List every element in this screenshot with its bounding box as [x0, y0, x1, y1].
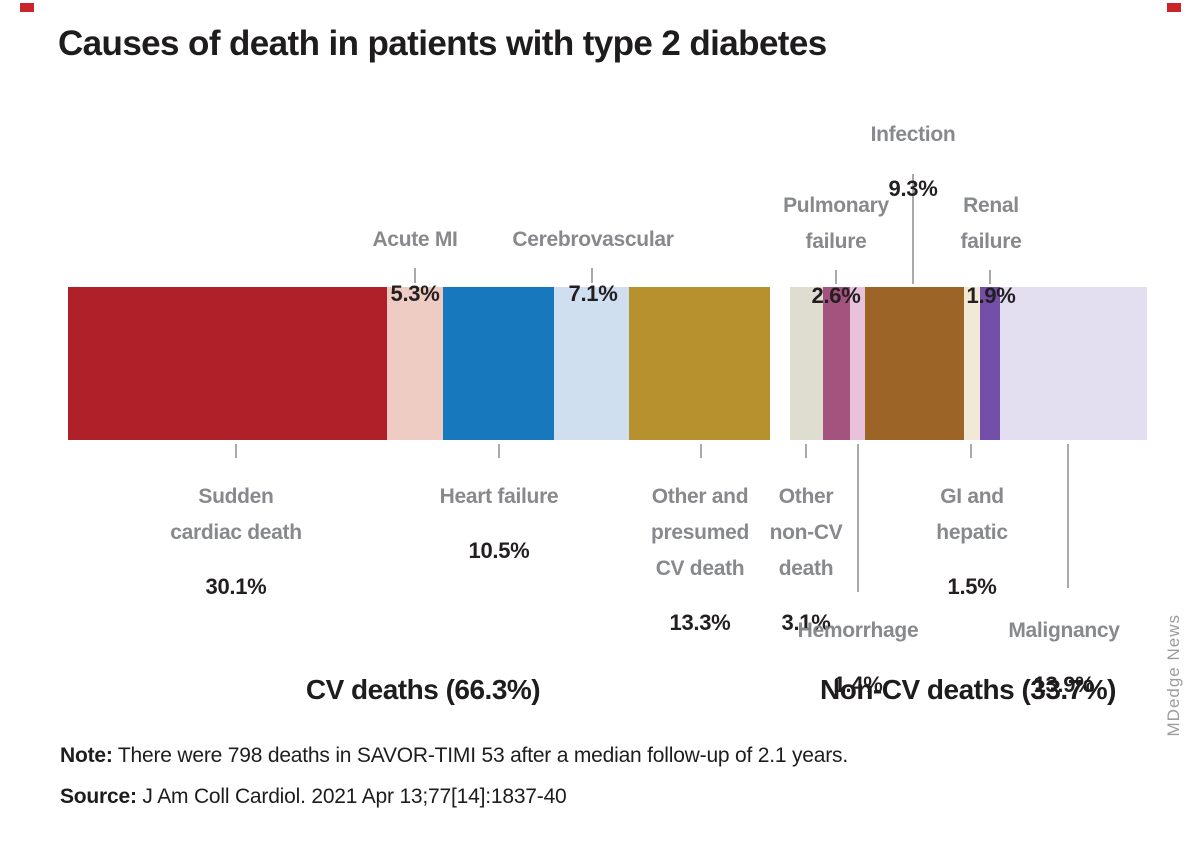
segment-label: Pulmonary failure: [783, 194, 889, 253]
segment-value: 1.4%: [833, 672, 883, 697]
segment-label: GI and hepatic: [936, 485, 1008, 544]
noncv-deaths-bar-group: [790, 287, 1147, 440]
tick-other-cv-death: [700, 444, 702, 458]
source-text: J Am Coll Cardiol. 2021 Apr 13;77[14]:18…: [136, 785, 567, 808]
segment-label: Malignancy: [1008, 619, 1120, 642]
callout-renal-failure: Renal failure 1.9%: [961, 170, 1022, 332]
red-corner-mark-left: [20, 3, 34, 12]
tick-pulmonary-failure: [835, 270, 837, 284]
segment-label: Other and presumed CV death: [651, 485, 749, 580]
segment-value: 9.3%: [888, 176, 938, 201]
tick-sudden-cardiac-death: [235, 444, 237, 458]
stacked-bar: [68, 287, 1147, 440]
bar-segment-malignancy: [999, 287, 1147, 440]
leader-hemorrhage: [857, 444, 859, 592]
segment-label: Renal failure: [960, 194, 1022, 253]
bar-segment-infection: [865, 287, 964, 440]
segment-value: 2.6%: [811, 283, 861, 308]
segment-value: 1.9%: [966, 283, 1016, 308]
callout-malignancy: Malignancy 13.9%: [1008, 595, 1120, 721]
bar-segment-acute-mi: [386, 287, 443, 440]
note-text: There were 798 deaths in SAVOR-TIMI 53 a…: [112, 744, 848, 767]
segment-label: Heart failure: [439, 485, 559, 508]
segment-value: 1.5%: [947, 574, 997, 599]
bar-segment-other-and-presumed-cv-death: [629, 287, 770, 440]
bar-group-gap: [770, 287, 790, 440]
segment-value: 10.5%: [468, 538, 530, 563]
tick-cerebrovascular: [591, 268, 593, 283]
cv-deaths-heading: CV deaths (66.3%): [305, 674, 541, 705]
segment-value: 30.1%: [205, 574, 267, 599]
callout-sudden-cardiac-death: Sudden cardiac death 30.1%: [170, 461, 302, 623]
note-label: Note:: [60, 744, 113, 767]
bar-segment-pulmonary-failure: [822, 287, 851, 440]
tick-gi-and-hepatic: [970, 444, 972, 458]
red-corner-mark-right: [1167, 3, 1181, 12]
callout-cerebrovascular: Cerebrovascular 7.1%: [512, 204, 674, 330]
segment-label: Infection: [870, 123, 956, 146]
leader-infection: [912, 174, 914, 284]
tick-renal-failure: [989, 270, 991, 284]
segment-value: 7.1%: [568, 281, 618, 306]
segment-value: 5.3%: [390, 281, 440, 306]
segment-label: Other non-CV death: [769, 485, 843, 580]
segment-label: Hemorrhage: [797, 619, 919, 642]
bar-segment-sudden-cardiac-death: [68, 287, 387, 440]
source-line: Source: J Am Coll Cardiol. 2021 Apr 13;7…: [60, 785, 567, 809]
segment-value: 13.9%: [1033, 672, 1095, 697]
tick-other-noncv-death: [805, 444, 807, 458]
segment-label: Sudden cardiac death: [170, 485, 302, 544]
bar-segment-heart-failure: [442, 287, 554, 440]
tick-heart-failure: [498, 444, 500, 458]
callout-infection: Infection 9.3%: [871, 99, 956, 225]
segment-value: 3.1%: [781, 610, 831, 635]
segment-label: Acute MI: [372, 228, 458, 251]
segment-label: Cerebrovascular: [512, 228, 674, 251]
callout-hemorrhage: Hemorrhage 1.4%: [798, 595, 919, 721]
segment-value: 13.3%: [669, 610, 731, 635]
bar-segment-cerebrovascular: [553, 287, 630, 440]
callout-heart-failure: Heart failure 10.5%: [440, 461, 559, 587]
bar-segment-hemorrhage: [850, 287, 866, 440]
callout-gi-and-hepatic: GI and hepatic 1.5%: [936, 461, 1008, 623]
bar-segment-gi-and-hepatic: [963, 287, 980, 440]
bar-segment-other-non-cv-death: [790, 287, 823, 440]
bar-segment-renal-failure: [979, 287, 1000, 440]
chart-title: Causes of death in patients with type 2 …: [58, 24, 827, 63]
callout-other-noncv-death: Other non-CV death 3.1%: [770, 461, 843, 659]
cv-deaths-bar-group: [68, 287, 770, 440]
callout-acute-mi: Acute MI 5.3%: [372, 204, 457, 330]
callout-other-presumed-cv-death: Other and presumed CV death 13.3%: [651, 461, 749, 659]
leader-malignancy: [1067, 444, 1069, 588]
noncv-deaths-heading: Non-CV deaths (33.7%): [820, 674, 1117, 705]
note-line: Note: There were 798 deaths in SAVOR-TIM…: [60, 744, 848, 768]
mdedge-news-credit: MDedge News: [1164, 613, 1183, 737]
callout-pulmonary-failure: Pulmonary failure 2.6%: [783, 170, 889, 332]
source-label: Source:: [60, 785, 137, 808]
tick-acute-mi: [414, 268, 416, 283]
